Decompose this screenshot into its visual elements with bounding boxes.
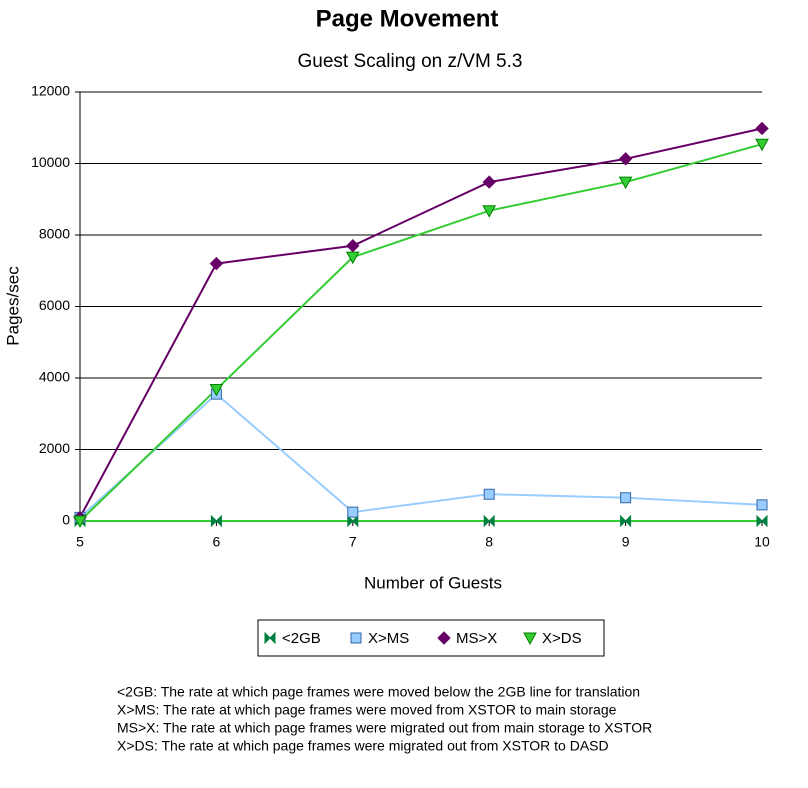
- y-tick-label: 12000: [31, 83, 70, 99]
- data-point: [210, 514, 222, 528]
- legend-label: <2GB: [282, 630, 321, 647]
- legend-marker: [437, 631, 451, 645]
- data-point: [756, 499, 768, 511]
- y-tick-label: 2000: [39, 440, 70, 456]
- note: <2GB: The rate at which page frames were…: [117, 684, 640, 700]
- y-axis-label: Pages/sec: [3, 266, 22, 346]
- y-tick-label: 6000: [39, 297, 70, 313]
- legend-label: MS>X: [456, 630, 497, 647]
- x-tick-label: 6: [213, 534, 221, 550]
- note: X>DS: The rate at which page frames were…: [117, 738, 609, 754]
- data-point: [620, 514, 632, 528]
- chart-title: Page Movement: [316, 5, 499, 32]
- x-tick-label: 8: [485, 534, 493, 550]
- chart-subtitle: Guest Scaling on z/VM 5.3: [298, 51, 523, 72]
- data-point: [482, 205, 497, 218]
- y-tick-label: 4000: [39, 369, 70, 385]
- x-axis-label: Number of Guests: [364, 573, 502, 592]
- x-tick-label: 10: [754, 534, 770, 550]
- data-point: [618, 176, 633, 190]
- data-point: [618, 152, 633, 166]
- x-tick-label: 9: [622, 534, 630, 550]
- data-point: [73, 515, 87, 529]
- legend-marker: [350, 632, 362, 644]
- data-point: [755, 121, 769, 136]
- x-tick-label: 5: [76, 534, 84, 550]
- data-point: [347, 506, 359, 518]
- data-point: [209, 256, 224, 271]
- legend-label: X>DS: [542, 630, 582, 647]
- x-tick-label: 7: [349, 534, 357, 550]
- legend-box: [257, 619, 605, 657]
- series-line: [79, 127, 763, 518]
- note: X>MS: The rate at which page frames were…: [117, 702, 617, 718]
- data-point: [483, 514, 495, 528]
- legend-marker: [523, 632, 537, 646]
- legend-label: X>MS: [368, 630, 409, 647]
- data-point: [620, 492, 632, 504]
- note: MS>X: The rate at which page frames were…: [117, 720, 652, 736]
- data-point: [482, 175, 496, 189]
- data-point: [345, 251, 360, 265]
- y-tick-label: 10000: [31, 154, 70, 170]
- data-point: [755, 138, 769, 152]
- series-line: [79, 143, 763, 522]
- data-point: [483, 488, 495, 500]
- legend-marker: [264, 631, 276, 645]
- series-line: [79, 392, 763, 519]
- data-point: [756, 514, 768, 528]
- y-tick-label: 8000: [39, 226, 70, 242]
- y-tick-label: 0: [62, 512, 70, 528]
- data-point: [209, 383, 224, 397]
